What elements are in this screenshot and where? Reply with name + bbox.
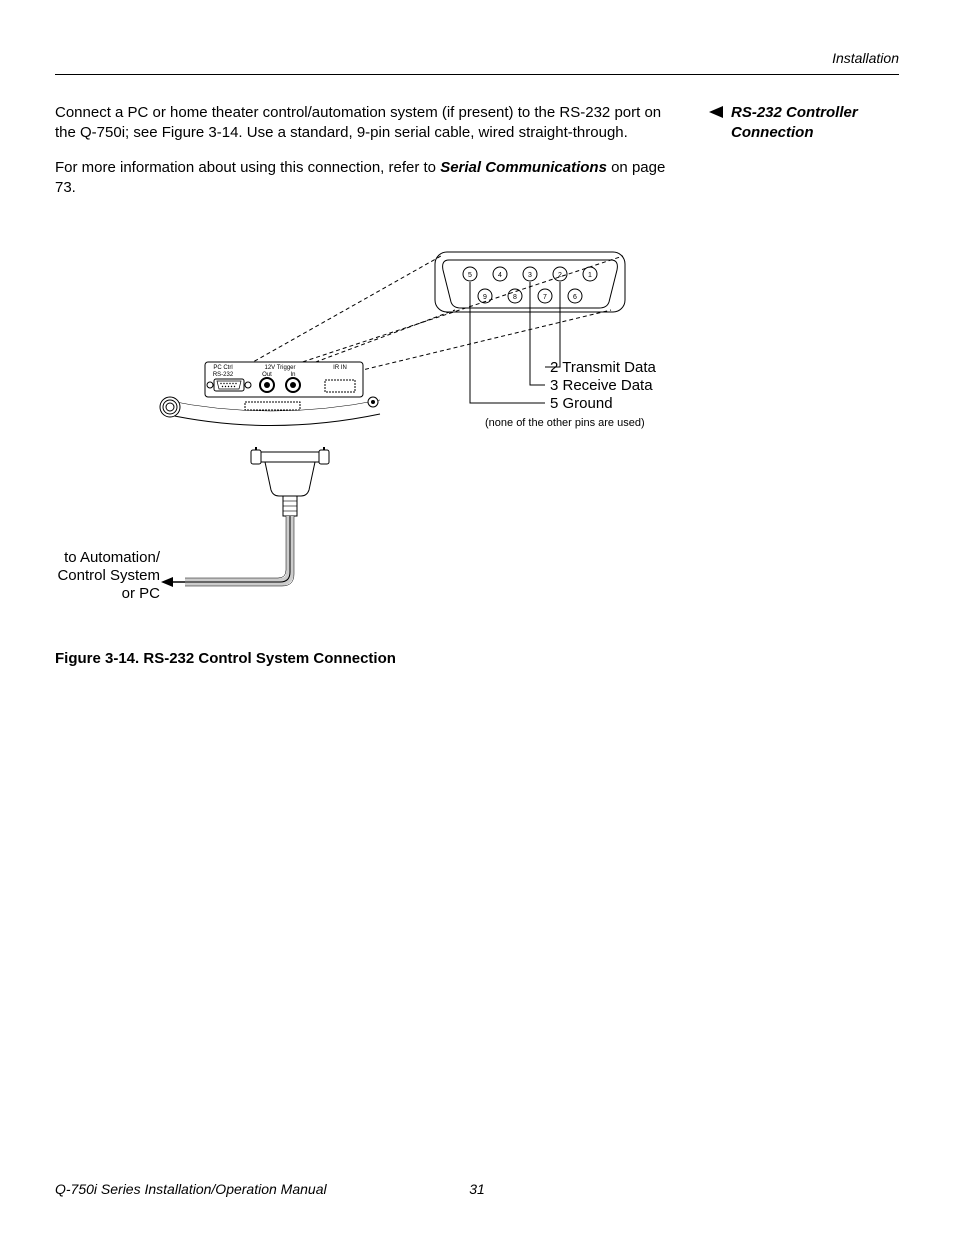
svg-text:IR IN: IR IN xyxy=(333,365,347,371)
projector-panel: PC Ctrl RS-232 12V Trigger Out In IR IN xyxy=(160,362,380,426)
figure-diagram: 5 4 3 2 1 9 8 7 6 xyxy=(55,242,755,632)
footer-page-number: 31 xyxy=(469,1181,485,1197)
pin3-label: 3 Receive Data xyxy=(550,377,653,394)
sidebar-heading: RS-232 Controller Connection xyxy=(709,103,899,212)
section-header: Installation xyxy=(55,50,899,66)
dest-line3: or PC xyxy=(122,585,161,602)
paragraph-2: For more information about using this co… xyxy=(55,158,681,199)
para2-ref: Serial Communications xyxy=(440,159,607,176)
svg-text:2: 2 xyxy=(558,272,562,279)
svg-text:4: 4 xyxy=(498,272,502,279)
cable-outer xyxy=(185,516,290,582)
dest-arrow-icon xyxy=(161,577,185,587)
pin2-label: 2 Transmit Data xyxy=(550,359,657,376)
svg-text:7: 7 xyxy=(543,294,547,301)
svg-text:6: 6 xyxy=(573,294,577,301)
figure-caption: Figure 3-14. RS-232 Control System Conne… xyxy=(55,650,899,667)
dest-line1: to Automation/ xyxy=(64,549,161,566)
pin5-label: 5 Ground xyxy=(550,395,613,412)
svg-text:5: 5 xyxy=(468,272,472,279)
paragraph-1: Connect a PC or home theater control/aut… xyxy=(55,103,681,144)
page-footer: Q-750i Series Installation/Operation Man… xyxy=(55,1181,899,1197)
para2-leading: For more information about using this co… xyxy=(55,159,440,176)
sidebar-arrow-icon xyxy=(709,105,725,119)
main-column: Connect a PC or home theater control/aut… xyxy=(55,103,681,212)
svg-text:RS-232: RS-232 xyxy=(213,372,234,378)
pins-note: (none of the other pins are used) xyxy=(485,417,645,429)
svg-text:1: 1 xyxy=(588,272,592,279)
sidebar-title-line1: RS-232 Controller xyxy=(731,104,858,121)
dest-line2: Control System xyxy=(57,567,160,584)
svg-text:9: 9 xyxy=(483,294,487,301)
svg-text:12V Trigger: 12V Trigger xyxy=(264,365,295,371)
header-rule xyxy=(55,74,899,75)
footer-manual-title: Q-750i Series Installation/Operation Man… xyxy=(55,1181,327,1197)
svg-text:3: 3 xyxy=(528,272,532,279)
svg-text:8: 8 xyxy=(513,294,517,301)
svg-text:PC Ctrl: PC Ctrl xyxy=(213,365,232,371)
serial-cable-connector xyxy=(251,447,329,516)
sidebar-title-line2: Connection xyxy=(731,124,814,141)
